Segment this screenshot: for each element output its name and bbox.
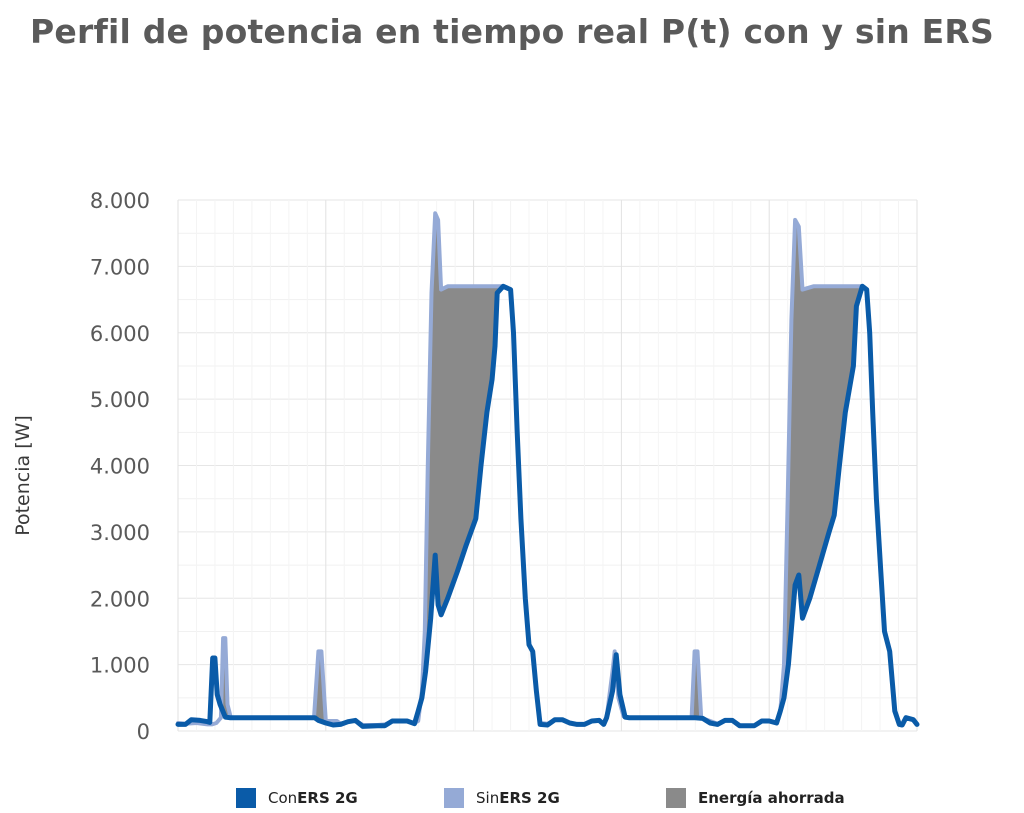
y-tick-label: 0 bbox=[137, 720, 150, 744]
legend-label-bold: ERS 2G bbox=[499, 789, 560, 807]
y-tick-label: 6.000 bbox=[90, 322, 150, 346]
y-tick-label: 8.000 bbox=[90, 189, 150, 213]
series-lines bbox=[175, 211, 920, 729]
y-tick-label: 7.000 bbox=[90, 255, 150, 279]
series-line-con-ers bbox=[175, 283, 920, 729]
legend-swatch-con-ers bbox=[236, 788, 256, 808]
legend-swatch-sin-ers bbox=[444, 788, 464, 808]
legend-label-bold: ERS 2G bbox=[297, 789, 358, 807]
legend-item-con-ers: Con ERS 2G bbox=[236, 788, 358, 808]
y-tick-label: 2.000 bbox=[90, 587, 150, 611]
y-axis-ticks: 0 1.000 2.000 3.000 4.000 5.000 6.000 7.000 8.00… bbox=[90, 189, 150, 744]
legend-swatch-energia-ahorrada bbox=[666, 788, 686, 808]
chart-title: Perfil de potencia en tiempo real P(t) c… bbox=[30, 12, 994, 51]
legend: Con ERS 2G Sin ERS 2G Energía ahorrada bbox=[0, 788, 1024, 812]
y-tick-label: 1.000 bbox=[90, 654, 150, 678]
y-tick-label: 5.000 bbox=[90, 388, 150, 412]
y-axis-label: Potencia [W] bbox=[12, 415, 34, 536]
legend-label-bold: Energía ahorrada bbox=[698, 789, 845, 807]
y-tick-label: 4.000 bbox=[90, 455, 150, 479]
y-tick-label: 3.000 bbox=[90, 521, 150, 545]
legend-label-prefix: Sin bbox=[476, 789, 500, 807]
legend-item-energia-ahorrada: Energía ahorrada bbox=[666, 788, 845, 808]
legend-label-prefix: Con bbox=[268, 789, 298, 807]
legend-item-sin-ers: Sin ERS 2G bbox=[444, 788, 560, 808]
